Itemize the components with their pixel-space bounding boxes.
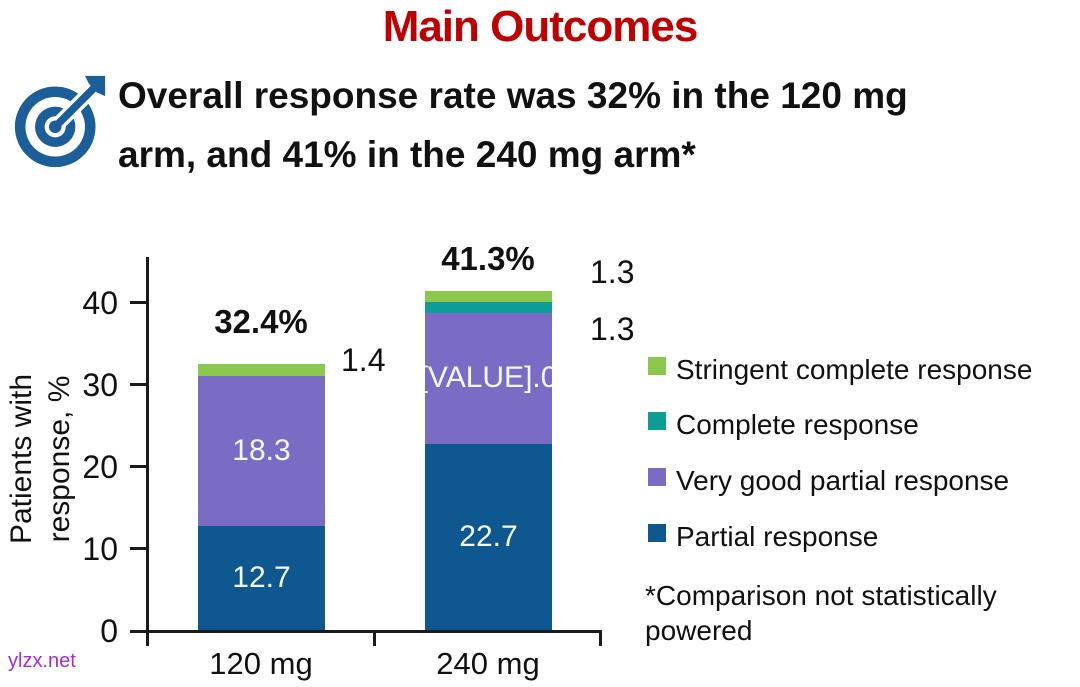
- watermark: ylzx.net: [8, 650, 76, 672]
- y-tick-label-30: 30: [82, 367, 118, 403]
- legend-label: Very good partial response: [676, 465, 1010, 496]
- outside-label-complete-240mg: 1.3: [590, 311, 635, 347]
- legend-swatch-partial-response: [648, 524, 666, 542]
- y-tick-mark-20: [130, 465, 146, 468]
- bar-segment-partial-response-120mg: 12.7: [198, 525, 325, 630]
- legend-label: Complete response: [676, 409, 919, 440]
- y-axis-title-line-1: Patients with: [5, 373, 38, 545]
- legend-label: Stringent complete response: [676, 354, 1033, 385]
- y-tick-label-10: 10: [82, 531, 118, 567]
- bar-segment-value-label: 22.7: [459, 519, 518, 553]
- y-tick-mark-40: [130, 301, 146, 304]
- bar-segment-complete-response-240mg: [425, 302, 552, 313]
- bar-segment-very-good-partial-response-240mg: [VALUE].0: [425, 312, 552, 444]
- x-cat-label-120mg: 120 mg: [209, 646, 313, 681]
- y-tick-label-20: 20: [82, 449, 118, 485]
- footnote: *Comparison not statistically powered: [645, 580, 997, 646]
- legend-label: Partial response: [676, 521, 879, 552]
- x-tick-mark-right: [599, 630, 602, 646]
- legend-swatch-very-good-partial-response: [648, 468, 666, 486]
- y-axis-line: [146, 257, 149, 646]
- page-title: Main Outcomes: [382, 2, 699, 51]
- legend-swatch-stringent-complete-response: [648, 357, 666, 375]
- outside-label-stringent-240mg: 1.3: [590, 254, 635, 290]
- bar-segment-very-good-partial-response-120mg: 18.3: [198, 375, 325, 526]
- total-label-120mg: 32.4%: [214, 303, 308, 340]
- bar-segment-value-label: [VALUE].0: [425, 361, 552, 395]
- total-label-240mg: 41.3%: [441, 240, 535, 277]
- key-message-line-2: arm, and 41% in the 240 mg arm*: [118, 134, 696, 176]
- x-tick-mark-middle: [373, 630, 376, 646]
- x-cat-label-240mg: 240 mg: [436, 646, 540, 681]
- bar-segment-stringent-complete-response-240mg: [425, 291, 552, 302]
- y-tick-mark-30: [130, 383, 146, 386]
- y-tick-mark-10: [130, 547, 146, 550]
- key-message-line-1: Overall response rate was 32% in the 120…: [118, 75, 908, 116]
- target-dart-icon: [12, 72, 108, 172]
- bar-segment-partial-response-240mg: 22.7: [425, 443, 552, 630]
- bar-segment-stringent-complete-response-120mg: [198, 364, 325, 376]
- key-message: Overall response rate was 32% in the 120…: [118, 66, 1048, 184]
- bar-segment-value-label: 18.3: [232, 433, 291, 467]
- outside-label-stringent-120mg: 1.4: [341, 342, 386, 378]
- y-tick-mark-0: [130, 630, 146, 633]
- legend-swatch-complete-response: [648, 412, 666, 430]
- y-tick-label-0: 0: [100, 613, 118, 649]
- bar-segment-value-label: 12.7: [232, 560, 291, 594]
- y-tick-label-40: 40: [82, 285, 118, 321]
